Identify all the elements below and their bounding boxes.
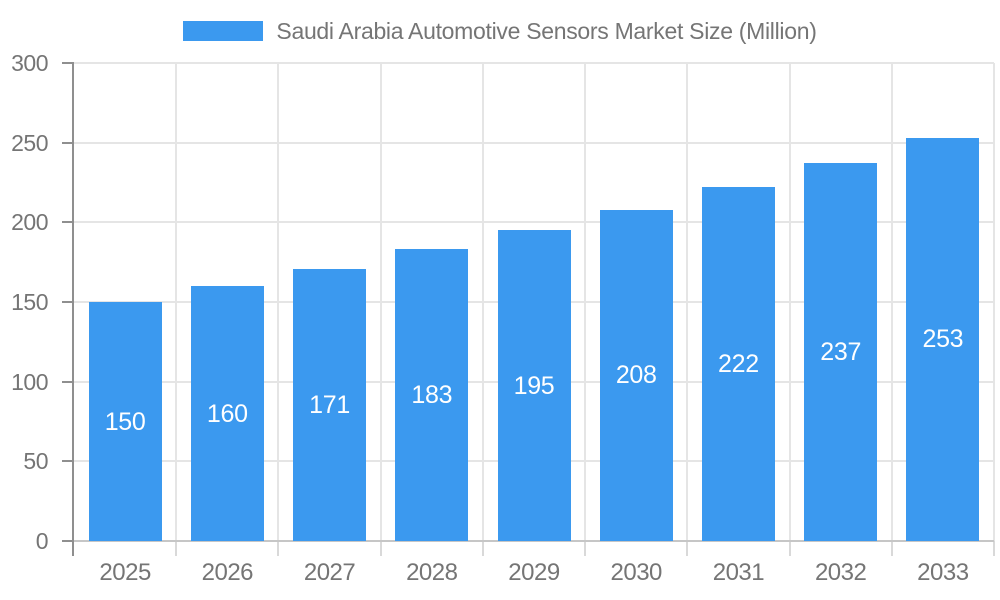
x-axis-tick	[890, 541, 893, 556]
bar	[906, 137, 980, 541]
v-gridline	[788, 63, 791, 541]
y-axis-tick-label: 0	[35, 528, 49, 554]
h-gridline	[74, 141, 994, 144]
bar-value-label: 253	[922, 325, 964, 354]
x-axis-tick-label: 2025	[99, 559, 151, 586]
x-axis-tick-label: 2030	[610, 559, 663, 586]
h-gridline	[74, 62, 994, 64]
v-gridline	[890, 63, 893, 541]
bar-value-label: 237	[820, 338, 862, 367]
bar	[599, 209, 673, 541]
x-axis-tick	[379, 541, 382, 556]
x-axis-tick-label: 2027	[303, 559, 356, 586]
y-axis-tick-label: 100	[11, 368, 48, 395]
x-axis-tick-label: 2032	[814, 559, 867, 586]
x-axis-tick-label: 2026	[201, 559, 254, 586]
bar-value-label: 208	[615, 361, 657, 390]
y-axis-tick-label: 250	[11, 129, 48, 156]
bar-value-label: 171	[309, 390, 350, 419]
bar-value-label: 222	[718, 350, 759, 379]
y-axis-tick	[62, 62, 74, 64]
x-axis-tick-label: 2029	[508, 559, 560, 586]
bar-value-label: 183	[411, 381, 453, 410]
y-axis-tick	[62, 221, 74, 224]
v-gridline	[277, 63, 280, 541]
bar	[293, 268, 367, 541]
y-axis-tick	[62, 540, 74, 542]
bar-value-label: 195	[513, 371, 555, 400]
y-axis-tick-label: 50	[23, 448, 48, 475]
h-gridline	[74, 221, 994, 224]
bar	[804, 163, 878, 541]
y-axis-tick-label: 300	[11, 50, 48, 76]
y-axis-line	[72, 63, 74, 556]
v-gridline	[175, 63, 178, 541]
x-axis-tick	[686, 541, 689, 556]
y-axis-tick	[62, 380, 74, 383]
y-axis-tick-label: 150	[11, 289, 48, 315]
bar	[497, 230, 571, 541]
v-gridline	[686, 63, 689, 541]
bar	[701, 187, 775, 541]
bar-value-label: 150	[104, 407, 146, 436]
v-gridline	[379, 63, 382, 541]
y-axis-tick	[62, 460, 74, 463]
y-axis-tick	[62, 301, 74, 303]
y-axis-tick	[62, 141, 74, 144]
v-gridline	[481, 63, 484, 541]
x-axis-tick	[175, 541, 178, 556]
v-gridline	[993, 63, 995, 541]
y-axis-tick-label: 200	[11, 209, 48, 236]
x-axis-tick	[584, 541, 587, 556]
bar	[190, 286, 264, 541]
x-axis-tick	[993, 541, 995, 556]
v-gridline	[584, 63, 587, 541]
x-axis-line	[74, 540, 994, 542]
legend-label: Saudi Arabia Automotive Sensors Market S…	[276, 17, 817, 44]
x-axis-tick	[277, 541, 280, 556]
x-axis-tick	[481, 541, 484, 556]
x-axis-tick	[788, 541, 791, 556]
bar	[395, 249, 469, 541]
legend: Saudi Arabia Automotive Sensors Market S…	[0, 17, 1000, 45]
x-axis-tick-label: 2031	[712, 559, 765, 586]
x-axis-tick-label: 2028	[406, 559, 458, 586]
bar	[88, 302, 162, 541]
x-axis-tick-label: 2033	[917, 559, 969, 586]
bar-value-label: 160	[206, 399, 248, 428]
legend-swatch	[183, 21, 264, 41]
